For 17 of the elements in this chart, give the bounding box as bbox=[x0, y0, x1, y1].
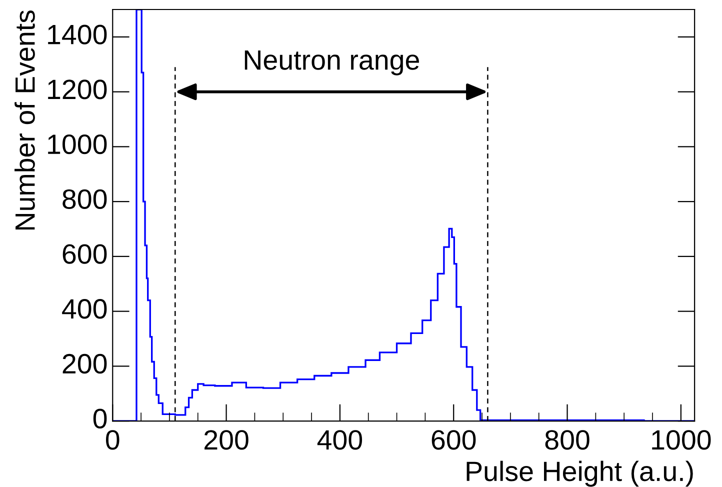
y-tick-label: 1000 bbox=[48, 134, 107, 154]
y-tick-label: 400 bbox=[62, 299, 107, 319]
x-tick-label: 800 bbox=[545, 430, 590, 450]
x-tick-label: 0 bbox=[106, 430, 120, 450]
x-tick-label: 600 bbox=[432, 430, 476, 450]
y-tick-label: 0 bbox=[93, 408, 107, 428]
y-tick-label: 200 bbox=[62, 354, 107, 374]
y-tick-label: 600 bbox=[62, 244, 107, 264]
x-axis-title: Pulse Height (a.u.) bbox=[466, 460, 693, 487]
x-tick-label: 1000 bbox=[652, 430, 711, 450]
y-tick-label: 800 bbox=[62, 189, 107, 209]
x-tick-label: 200 bbox=[204, 430, 248, 450]
annotation: Neutron range bbox=[244, 50, 419, 76]
x-tick-label: 400 bbox=[317, 430, 362, 450]
y-axis-title: Number of Events bbox=[14, 10, 35, 230]
y-tick-label: 1400 bbox=[48, 24, 107, 44]
y-tick-label: 1200 bbox=[48, 80, 107, 100]
